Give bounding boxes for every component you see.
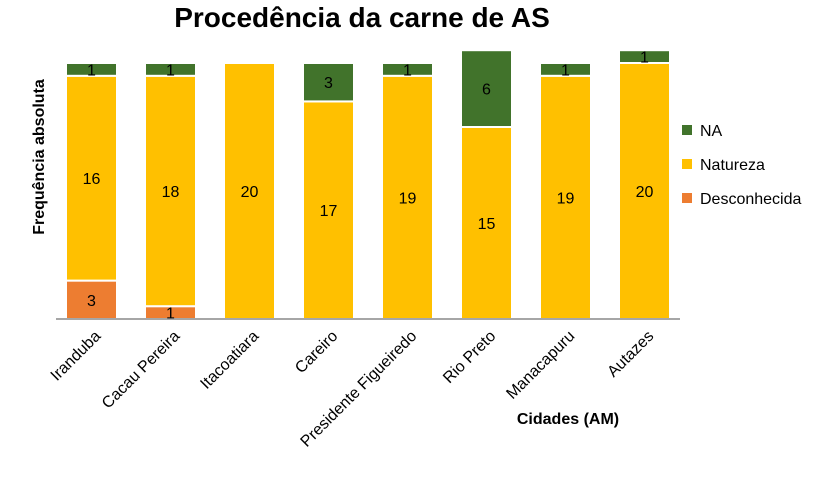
data-label-natureza-itacoatiara: 20	[241, 184, 259, 201]
bar-natureza-iranduba	[65, 74, 118, 282]
data-label-desconhecida-cacau-pereira: 1	[166, 306, 175, 323]
x-tick-label-iranduba: Iranduba	[48, 328, 105, 385]
data-label-natureza-iranduba: 16	[83, 171, 101, 188]
bar-na-cacau-pereira	[144, 62, 197, 77]
bar-natureza-autazes	[618, 62, 671, 320]
x-tick-label-itacoatiara: Itacoatiara	[197, 328, 262, 393]
data-label-na-cacau-pereira: 1	[166, 62, 175, 79]
data-label-desconhecida-iranduba: 3	[87, 293, 96, 310]
legend: NA Natureza Desconhecida	[682, 123, 802, 208]
x-tick-label-careiro: Careiro	[292, 328, 341, 377]
data-label-natureza-manacapuru: 19	[557, 190, 575, 207]
x-tick-label-manacapuru: Manacapuru	[503, 328, 578, 403]
bar-na-rio-preto	[460, 49, 513, 129]
bar-na-presidente-figueiredo	[381, 62, 434, 77]
data-label-natureza-rio-preto: 15	[478, 216, 496, 233]
bar-natureza-manacapuru	[539, 74, 592, 320]
bars-group: 3 16 1 1 18 1 20 17 3 19 1 15 6 19 1 20 1	[65, 49, 671, 323]
bar-na-iranduba	[65, 62, 118, 77]
data-label-na-manacapuru: 1	[561, 62, 570, 79]
data-label-na-presidente-figueiredo: 1	[403, 62, 412, 79]
data-label-na-rio-preto: 6	[482, 82, 491, 99]
x-axis-label: Cidades (AM)	[517, 411, 619, 428]
x-tick-label-cacau-pereira: Cacau Pereira	[99, 328, 183, 412]
data-label-natureza-careiro: 17	[320, 203, 338, 220]
legend-swatch-desconhecida	[682, 193, 692, 203]
bar-na-careiro	[302, 62, 355, 103]
data-label-na-autazes: 1	[640, 50, 649, 67]
data-label-na-careiro: 3	[324, 75, 333, 92]
x-tick-label-autazes: Autazes	[604, 328, 657, 381]
data-label-na-iranduba: 1	[87, 62, 96, 79]
legend-label-desconhecida: Desconhecida	[700, 191, 802, 208]
legend-swatch-natureza	[682, 159, 692, 169]
legend-label-na: NA	[700, 123, 723, 140]
legend-swatch-na	[682, 125, 692, 135]
legend-label-natureza: Natureza	[700, 157, 765, 174]
y-axis-label: Frequência absoluta	[31, 79, 48, 235]
data-label-natureza-autazes: 20	[636, 184, 654, 201]
data-label-natureza-presidente-figueiredo: 19	[399, 190, 417, 207]
bar-natureza-rio-preto	[460, 126, 513, 320]
bar-natureza-cacau-pereira	[144, 74, 197, 308]
data-label-natureza-cacau-pereira: 18	[162, 184, 180, 201]
bar-na-autazes	[618, 49, 671, 65]
bar-na-manacapuru	[539, 62, 592, 77]
chart-title: Procedência da carne de AS	[174, 2, 550, 33]
x-tick-label-rio-preto: Rio Preto	[440, 328, 499, 387]
